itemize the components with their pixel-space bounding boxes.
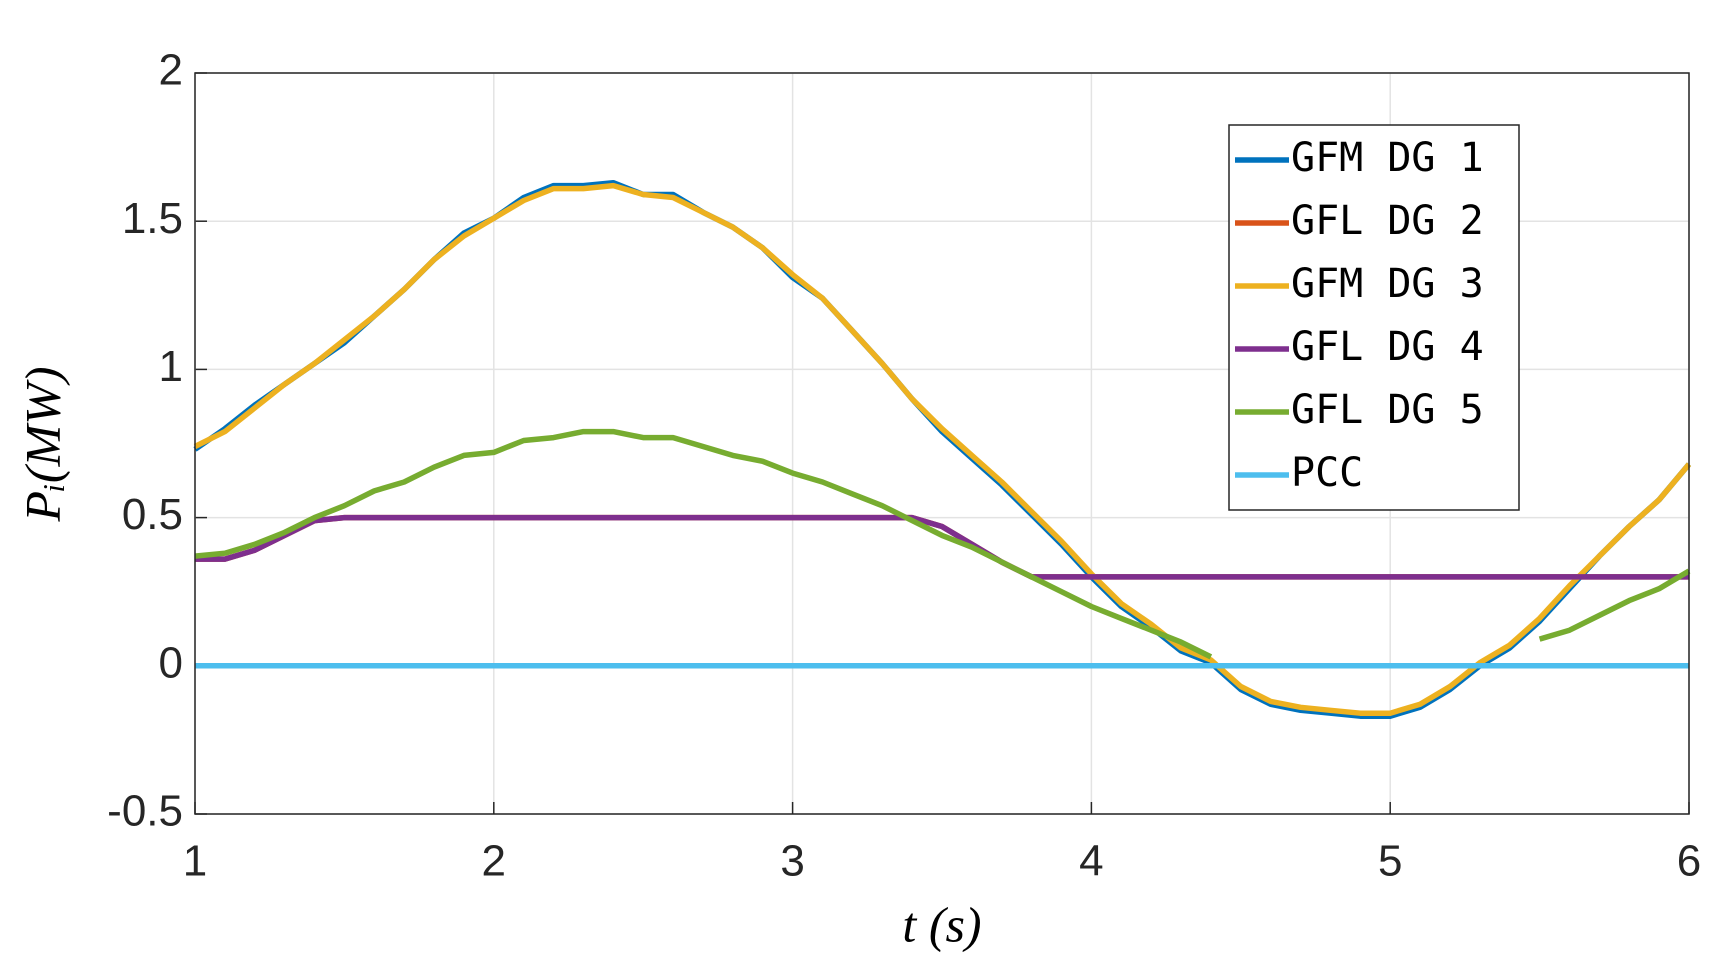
- series-line: [193, 182, 1692, 716]
- legend-label: PCC: [1291, 450, 1363, 496]
- axes-box: [194, 72, 1690, 815]
- legend-label: GFM DG 1: [1291, 135, 1484, 181]
- x-axis-label: t (s): [902, 896, 981, 952]
- legend-label: GFL DG 4: [1291, 324, 1484, 370]
- y-tick-label: 2: [159, 46, 183, 95]
- x-tick-label: 1: [183, 837, 207, 886]
- series-line: [194, 428, 1691, 660]
- x-tick-label: 3: [780, 837, 804, 886]
- x-tick-label: 5: [1378, 837, 1402, 886]
- y-tick-label: 0: [159, 638, 183, 687]
- x-tick-label: 6: [1677, 837, 1701, 886]
- legend-label: GFL DG 2: [1291, 198, 1484, 244]
- series-line: [195, 514, 1689, 580]
- legend-box: [1228, 124, 1520, 511]
- y-tick-label: 0.5: [122, 490, 183, 539]
- legend-label: GFM DG 3: [1291, 261, 1484, 307]
- y-tick-label: 1: [159, 342, 183, 391]
- y-tick-label: 1.5: [122, 194, 183, 243]
- legend-label: GFL DG 5: [1291, 387, 1484, 433]
- x-tick-label: 2: [482, 837, 506, 886]
- y-axis-label: Pᵢ(MW): [14, 366, 70, 522]
- y-tick-label: -0.5: [107, 787, 183, 836]
- x-tick-label: 4: [1079, 837, 1103, 886]
